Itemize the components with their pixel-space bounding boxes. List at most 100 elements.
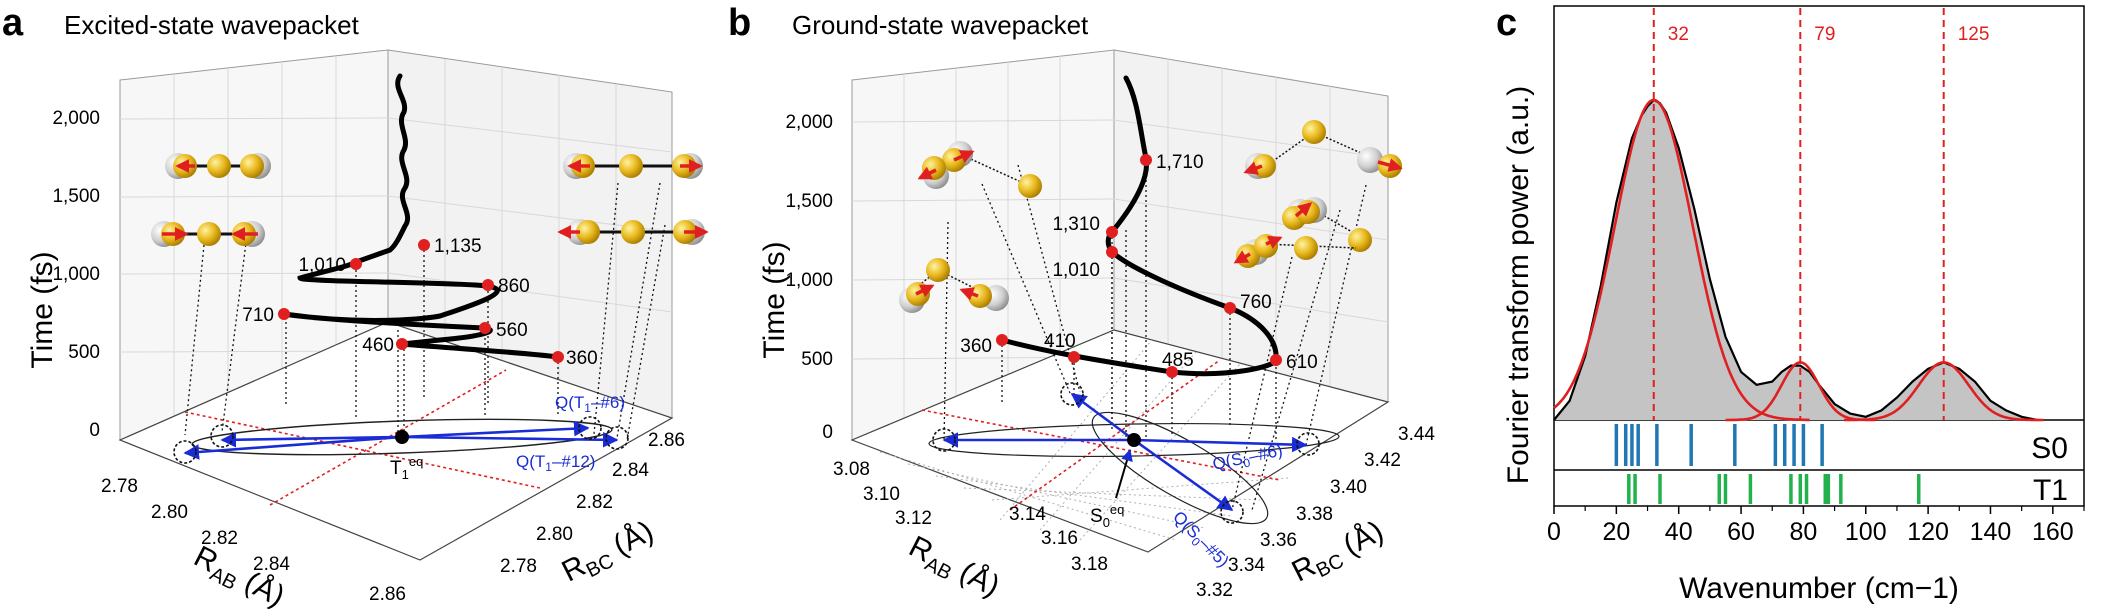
a-molecule-4 bbox=[557, 219, 709, 245]
a-ztick-1500: 1,500 bbox=[52, 186, 100, 207]
b-ylabel: RBC (Å) bbox=[1287, 515, 1391, 592]
a-point-460 bbox=[396, 338, 408, 350]
c-plot-frame bbox=[1553, 5, 2085, 507]
c-peak-lines: 32 79 125 bbox=[1652, 8, 1990, 420]
c-xtick-120: 120 bbox=[1907, 518, 1949, 546]
b-molecule-1 bbox=[917, 141, 1042, 198]
panel-b-x-ticks: 3.08 3.10 3.12 3.14 3.16 3.18 bbox=[833, 459, 1108, 575]
b-point-labels: 360 410 485 610 760 1,010 1,310 1,710 bbox=[960, 152, 1317, 373]
a-ztick-2000: 2,000 bbox=[52, 108, 100, 129]
panel-b-z-ticks: 2,000 1,500 1,000 500 0 bbox=[785, 112, 833, 443]
c-xlabel: Wavenumber (cm−1) bbox=[1679, 572, 1959, 605]
c-xtick-20: 20 bbox=[1602, 518, 1630, 546]
c-xtick-100: 100 bbox=[1845, 518, 1887, 546]
b-marked-points bbox=[996, 154, 1282, 378]
b-point-760 bbox=[1224, 302, 1236, 314]
b-point-1310 bbox=[1106, 226, 1118, 238]
c-sticks-t1 bbox=[1627, 474, 1921, 504]
a-molecule-3 bbox=[563, 153, 703, 179]
b-xtick-1: 3.10 bbox=[863, 484, 900, 505]
a-ztick-1000: 1,000 bbox=[52, 264, 100, 285]
a-xtick-2: 2.82 bbox=[201, 528, 238, 549]
b-wavepacket-trajectory bbox=[999, 75, 1279, 377]
a-ztick-500: 500 bbox=[68, 342, 100, 363]
b-molecule-2 bbox=[899, 258, 1009, 313]
a-label-360: 360 bbox=[566, 348, 598, 369]
a-point-560 bbox=[479, 322, 491, 334]
panel-c: c Fourier transform power (a.u.) 32 79 125… bbox=[1496, 2, 2085, 605]
c-peak-label-32: 32 bbox=[1668, 24, 1689, 45]
b-ytick-6: 3.44 bbox=[1398, 424, 1435, 445]
panel-a-droplines bbox=[184, 182, 666, 441]
b-ztick-0: 0 bbox=[822, 422, 833, 443]
panel-a-y-ticks: 2.78 2.80 2.82 2.84 2.86 bbox=[500, 430, 685, 577]
a-point-labels: 360 460 560 710 860 1,010 1,135 bbox=[242, 236, 597, 369]
b-ztick-1000: 1,000 bbox=[785, 270, 833, 291]
a-point-860 bbox=[482, 279, 494, 291]
b-ytick-3: 3.38 bbox=[1296, 504, 1333, 525]
c-xtick-160: 160 bbox=[2032, 518, 2074, 546]
b-xtick-4: 3.16 bbox=[1041, 528, 1078, 549]
b-xlabel: RAB (Å) bbox=[902, 530, 1005, 607]
a-xlabel: RAB (Å) bbox=[187, 540, 290, 610]
b-ytick-0: 3.32 bbox=[1196, 580, 1233, 601]
panel-c-letter: c bbox=[1496, 2, 1517, 44]
c-xtick-80: 80 bbox=[1790, 518, 1818, 546]
panel-b: b Ground-state wavepacket bbox=[728, 2, 1435, 607]
b-vector-s0-5-pos bbox=[1133, 438, 1234, 512]
b-point-485 bbox=[1166, 366, 1178, 378]
a-label-460: 460 bbox=[362, 335, 394, 356]
b-vector-s0-5-neg bbox=[1070, 392, 1135, 442]
c-xtick-40: 40 bbox=[1665, 518, 1693, 546]
a-point-710 bbox=[278, 308, 290, 320]
b-molecule-3 bbox=[1243, 120, 1403, 179]
panel-a-title: Excited-state wavepacket bbox=[64, 10, 360, 40]
b-ytick-2: 3.36 bbox=[1260, 530, 1297, 551]
a-zlabel: Time (fs) bbox=[26, 251, 59, 368]
c-x-ticks: 0 20 40 60 80 100 120 140 160 bbox=[1547, 506, 2085, 546]
panel-a-letter: a bbox=[2, 2, 24, 44]
a-vector-t1-6-neg bbox=[220, 431, 403, 448]
a-label-1010: 1,010 bbox=[298, 255, 346, 276]
c-sticks-s0 bbox=[1614, 424, 1824, 466]
a-vector-t1-12-pos bbox=[401, 432, 619, 448]
b-label-1010: 1,010 bbox=[1052, 260, 1100, 281]
b-molecule-5 bbox=[1233, 234, 1357, 268]
a-q-label-12: Q(T1–#12) bbox=[516, 452, 595, 474]
panel-b-letter: b bbox=[728, 2, 751, 44]
a-point-1010 bbox=[350, 258, 362, 270]
a-q-vectors: Q(T1–#6) Q(T1–#12) T1eq bbox=[173, 393, 629, 482]
a-marked-points bbox=[278, 239, 564, 363]
c-spectrum-area bbox=[1554, 100, 2038, 420]
a-ytick-2: 2.82 bbox=[576, 492, 613, 513]
a-molecule-1 bbox=[165, 153, 271, 179]
c-peak-label-125: 125 bbox=[1958, 24, 1990, 45]
a-point-1135 bbox=[418, 239, 430, 251]
a-label-860: 860 bbox=[498, 276, 530, 297]
b-ztick-2000: 2,000 bbox=[785, 112, 833, 133]
a-label-1135: 1,135 bbox=[434, 236, 482, 257]
panel-a-x-ticks: 2.78 2.80 2.82 2.84 2.86 bbox=[101, 476, 406, 605]
a-equilibrium-point bbox=[395, 430, 409, 444]
c-xtick-60: 60 bbox=[1727, 518, 1755, 546]
b-label-410: 410 bbox=[1044, 331, 1076, 352]
b-xtick-5: 3.18 bbox=[1071, 554, 1108, 575]
a-xtick-1: 2.80 bbox=[151, 502, 188, 523]
b-molecules bbox=[899, 120, 1403, 313]
a-point-360 bbox=[552, 351, 564, 363]
c-peak-label-79: 79 bbox=[1814, 24, 1835, 45]
a-ztick-0: 0 bbox=[89, 420, 100, 441]
c-xtick-0: 0 bbox=[1547, 518, 1561, 546]
b-label-610: 610 bbox=[1286, 352, 1318, 373]
b-ztick-500: 500 bbox=[801, 349, 833, 370]
panel-a-floor bbox=[118, 321, 674, 561]
c-s0-label: S0 bbox=[2031, 432, 2068, 465]
a-xtick-4: 2.86 bbox=[369, 584, 406, 605]
b-molecule-4 bbox=[1282, 197, 1372, 252]
b-point-360 bbox=[996, 334, 1008, 346]
b-xtick-0: 3.08 bbox=[833, 459, 870, 480]
b-ztick-1500: 1,500 bbox=[785, 191, 833, 212]
a-xtick-3: 2.84 bbox=[253, 554, 290, 575]
a-vector-t1-12-neg bbox=[183, 435, 403, 460]
b-ytick-5: 3.42 bbox=[1364, 450, 1401, 471]
